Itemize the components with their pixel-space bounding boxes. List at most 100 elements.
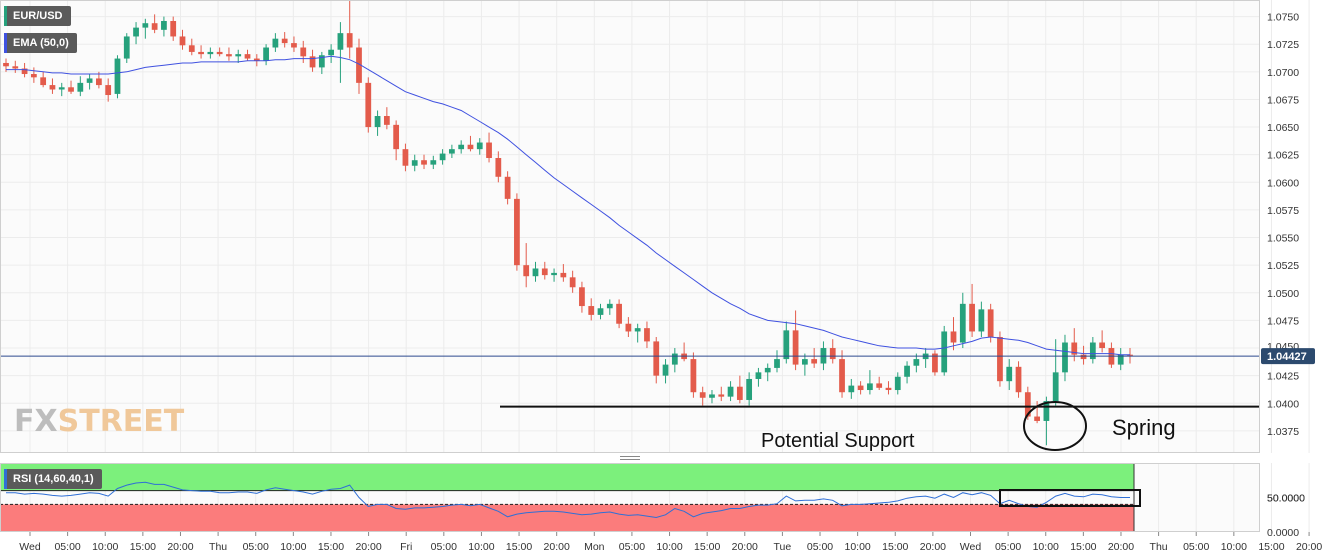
candle-body bbox=[3, 62, 9, 67]
candle-body bbox=[179, 36, 186, 46]
time-axis: Wed 05:00 10:00 15:00 20:00 Thu 05:00 10:00 15:0… bbox=[19, 532, 1322, 553]
time-tick-label: Mon bbox=[584, 541, 605, 553]
rsi-tick-label: 50.0000 bbox=[1267, 493, 1305, 505]
time-tick-label: 10:00 bbox=[1033, 541, 1059, 553]
candle-body bbox=[894, 376, 901, 391]
candle-body bbox=[1006, 366, 1013, 382]
candle-body bbox=[161, 20, 167, 30]
candle-body bbox=[671, 353, 678, 365]
candle-body bbox=[1043, 401, 1050, 421]
candle-body bbox=[337, 33, 344, 50]
candle-body bbox=[1024, 392, 1031, 417]
price-tick-label: 1.0525 bbox=[1267, 260, 1299, 272]
price-tick-label: 1.0550 bbox=[1267, 233, 1299, 245]
candle-body bbox=[597, 308, 604, 315]
candle-body bbox=[904, 365, 910, 377]
candle-body bbox=[913, 359, 920, 366]
candle-body bbox=[114, 58, 121, 94]
time-tick-label: Wed bbox=[19, 541, 41, 553]
candle-body bbox=[170, 20, 177, 37]
candle-body bbox=[1080, 354, 1087, 360]
candle-body bbox=[151, 23, 158, 30]
price-tick-label: 1.0400 bbox=[1267, 398, 1299, 410]
watermark-street: STREET bbox=[57, 404, 185, 439]
candle-body bbox=[1117, 354, 1124, 365]
candles bbox=[3, 0, 1133, 446]
candle-body bbox=[346, 33, 353, 48]
pane-splitter-handle[interactable] bbox=[620, 456, 640, 462]
rsi-overbought-zone bbox=[0, 463, 1134, 491]
time-tick-label: Wed bbox=[960, 541, 982, 553]
candle-body bbox=[541, 268, 548, 276]
candle-body bbox=[133, 27, 139, 37]
time-tick-label: 15:00 bbox=[1258, 541, 1284, 553]
main-pane-bg bbox=[0, 0, 1260, 453]
candle-body bbox=[1127, 354, 1133, 356]
candle-body bbox=[1062, 342, 1068, 373]
candle-body bbox=[216, 51, 223, 55]
candle-body bbox=[634, 328, 641, 332]
watermark-fx: FX bbox=[14, 404, 58, 439]
candle-body bbox=[374, 116, 381, 128]
price-tick-label: 1.0375 bbox=[1267, 426, 1299, 438]
candle-body bbox=[328, 49, 335, 56]
fxstreet-watermark: FXSTREET bbox=[14, 404, 184, 439]
time-tick-label: 10:00 bbox=[1221, 541, 1247, 553]
candle-body bbox=[876, 383, 883, 388]
time-tick-label: 20:00 bbox=[732, 541, 758, 553]
rsi-tag-text: 50.0000 bbox=[1267, 493, 1305, 505]
candle-body bbox=[829, 348, 836, 360]
candle-body bbox=[40, 77, 47, 86]
symbol-text: EUR/USD bbox=[13, 10, 63, 22]
candle-body bbox=[504, 176, 511, 199]
candle-body bbox=[226, 54, 232, 57]
candle-body bbox=[68, 87, 74, 92]
candle-body bbox=[969, 303, 975, 332]
ema-color-bar bbox=[4, 33, 7, 53]
candle-body bbox=[253, 58, 260, 61]
rsi-line bbox=[6, 481, 1130, 519]
candle-body bbox=[560, 272, 567, 278]
candle-body bbox=[430, 160, 437, 165]
candle-body bbox=[207, 51, 214, 55]
candle-body bbox=[783, 330, 790, 360]
time-tick-label: 20:00 bbox=[544, 541, 570, 553]
candle-body bbox=[653, 341, 660, 376]
candle-body bbox=[588, 306, 595, 315]
time-tick-label: 05:00 bbox=[1183, 541, 1209, 553]
candle-body bbox=[495, 157, 502, 177]
candle-body bbox=[272, 38, 279, 48]
time-tick-label: Thu bbox=[209, 541, 227, 553]
price-tick-label: 1.0700 bbox=[1267, 67, 1299, 79]
time-tick-label: 20:00 bbox=[1296, 541, 1322, 553]
candle-body bbox=[49, 85, 56, 90]
candle-body bbox=[244, 54, 251, 59]
rsi-pane-border bbox=[0, 463, 1260, 532]
candle-body bbox=[644, 328, 650, 342]
time-tick-label: Tue bbox=[774, 541, 792, 553]
time-tick-label: 05:00 bbox=[807, 541, 833, 553]
candle-body bbox=[77, 82, 84, 92]
candle-body bbox=[709, 394, 715, 398]
candle-body bbox=[690, 359, 697, 393]
time-tick-label: 05:00 bbox=[54, 541, 80, 553]
rsi-text: RSI (14,60,40,1) bbox=[13, 473, 94, 485]
time-tick-label: 15:00 bbox=[506, 541, 532, 553]
time-tick-label: 05:00 bbox=[431, 541, 457, 553]
time-tick-label: 15:00 bbox=[1070, 541, 1096, 553]
candle-body bbox=[727, 386, 734, 397]
candle-body bbox=[476, 142, 483, 150]
candle-body bbox=[1071, 342, 1078, 355]
candle-body bbox=[774, 359, 780, 368]
time-tick-label: 05:00 bbox=[243, 541, 269, 553]
candle-body bbox=[987, 309, 994, 337]
price-tick-label: 1.0675 bbox=[1267, 94, 1299, 106]
time-tick-label: 20:00 bbox=[920, 541, 946, 553]
rsi-color-bar bbox=[4, 469, 7, 489]
time-tick-label: 20:00 bbox=[167, 541, 193, 553]
price-tick-label: 1.0475 bbox=[1267, 315, 1299, 327]
spring-annotation: Spring bbox=[1112, 415, 1176, 440]
ema-label: EMA (50,0) bbox=[4, 33, 77, 53]
candle-body bbox=[625, 323, 632, 332]
candle-body bbox=[839, 359, 845, 393]
